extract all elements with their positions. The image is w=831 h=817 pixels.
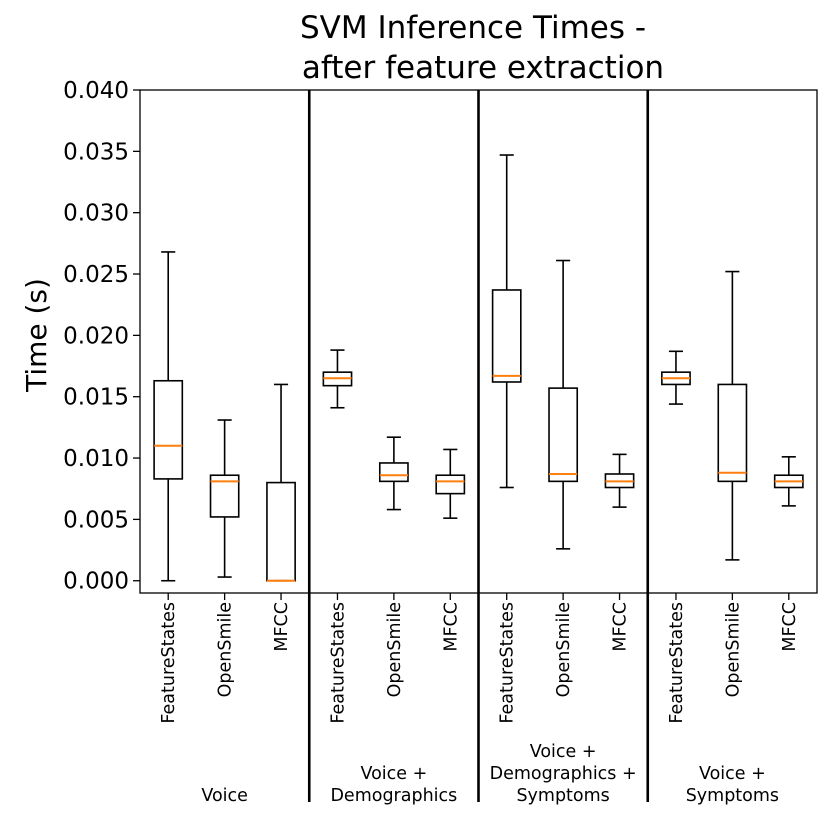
y-tick-label: 0.010: [63, 446, 129, 472]
y-tick-label: 0.020: [63, 323, 129, 349]
box-voice-demographics-opensmile: [378, 436, 409, 511]
box-voice-demographics-featurestates: [322, 349, 353, 409]
box-voice-featurestates: [153, 251, 184, 582]
box-iqr: [491, 289, 522, 383]
box-iqr: [266, 481, 296, 582]
box-voice-demographics-symptoms-opensmile: [548, 259, 579, 550]
x-tick-label: OpenSmile: [385, 602, 405, 697]
box-voice-symptoms-featurestates: [661, 350, 691, 405]
box-voice-demographics-symptoms-mfcc: [604, 453, 635, 508]
chart-title-line-2: after feature extraction: [302, 50, 664, 86]
group-label-line: Voice: [201, 786, 248, 806]
y-tick-label: 0.015: [63, 385, 129, 411]
group-label-line: Symptoms: [516, 786, 609, 806]
box-voice-opensmile: [209, 419, 240, 578]
box-voice-mfcc: [266, 383, 296, 582]
group-separators: [307, 90, 650, 802]
plot-area: [153, 154, 804, 582]
x-axis-ticks: FeatureStates OpenSmile MFCC FeatureStates O…: [159, 593, 800, 724]
group-label-line: Demographics +: [490, 764, 637, 784]
box-iqr: [209, 474, 240, 518]
x-tick-label: MFCC: [272, 602, 292, 652]
y-axis-ticks: 0.000 0.005 0.010 0.015 0.020 0.025 0.030 0.035…: [63, 78, 140, 595]
group-label-line: Voice +: [530, 742, 597, 762]
y-tick-label: 0.000: [63, 569, 129, 595]
box-voice-demographics-mfcc: [435, 448, 466, 519]
x-tick-label: FeatureStates: [328, 602, 348, 724]
group-label-line: Voice +: [699, 764, 766, 784]
plot-frame: [139, 89, 818, 594]
box-voice-symptoms-opensmile: [717, 270, 748, 561]
x-tick-label: FeatureStates: [667, 602, 687, 724]
x-tick-label: FeatureStates: [159, 602, 179, 724]
y-tick-label: 0.025: [63, 262, 129, 288]
chart-title: SVM Inference Times - after feature extr…: [300, 10, 664, 86]
box-voice-symptoms-mfcc: [773, 456, 804, 507]
x-tick-label: MFCC: [611, 602, 631, 652]
x-tick-label: OpenSmile: [554, 602, 574, 697]
box-iqr: [435, 474, 466, 495]
x-tick-label: MFCC: [441, 602, 461, 652]
box-iqr: [548, 387, 579, 483]
y-tick-label: 0.035: [63, 139, 129, 165]
box-voice-demographics-symptoms-featurestates: [491, 154, 522, 489]
group-label-line: Voice +: [360, 764, 427, 784]
y-tick-label: 0.005: [63, 507, 129, 533]
box-iqr: [378, 462, 409, 483]
box-iqr: [153, 379, 184, 480]
chart-title-line-1: SVM Inference Times -: [300, 10, 646, 46]
x-tick-label: OpenSmile: [723, 602, 743, 697]
group-label-line: Demographics: [330, 786, 457, 806]
y-axis-label: Time (s): [20, 278, 53, 393]
group-label-line: Symptoms: [686, 786, 779, 806]
y-tick-label: 0.030: [63, 201, 129, 227]
x-tick-label: OpenSmile: [216, 602, 236, 697]
x-tick-label: MFCC: [780, 602, 800, 652]
box-iqr: [717, 383, 748, 483]
x-tick-label: FeatureStates: [498, 602, 518, 724]
y-tick-label: 0.040: [63, 78, 129, 104]
